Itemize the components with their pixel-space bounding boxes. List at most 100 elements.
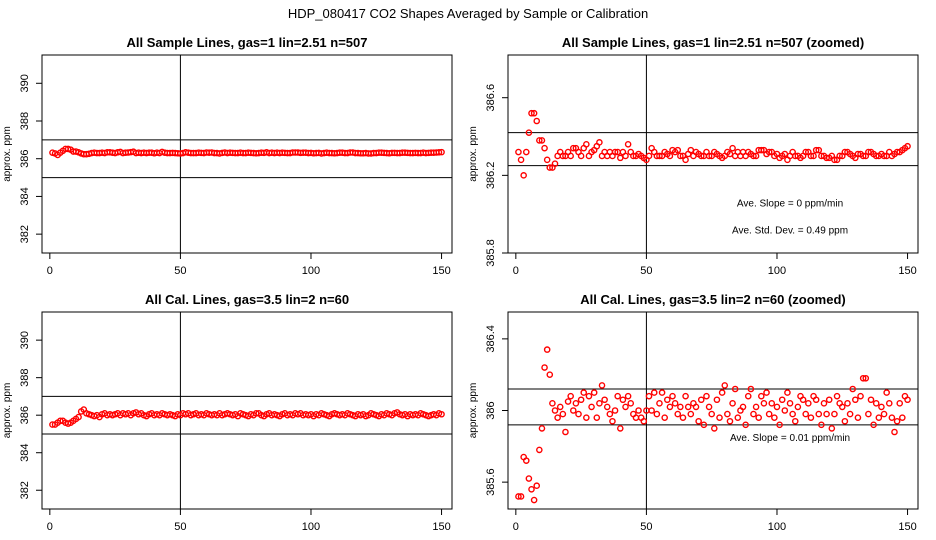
panel-4-point	[768, 400, 776, 407]
panel-4-point	[744, 392, 752, 400]
panel-4-point	[700, 421, 708, 429]
panel-4-point	[904, 396, 911, 404]
panel-4-point	[820, 400, 828, 407]
panel-4-point	[622, 403, 629, 411]
panel-4-point	[515, 493, 522, 500]
panel-4-point	[883, 389, 890, 396]
panel-2-xtick-label: 100	[768, 265, 786, 277]
panel-4-point	[609, 417, 616, 425]
panel-4-point	[885, 400, 893, 407]
panel-4-point	[575, 410, 582, 418]
panel-2-point	[697, 152, 705, 160]
panel-4-point	[742, 421, 749, 429]
panel-3-ytick-label: 386	[19, 406, 31, 424]
panel-4-point	[603, 403, 611, 411]
panel-4-point	[891, 428, 898, 436]
panel-2-point	[515, 148, 522, 156]
panel-4-point	[739, 403, 747, 411]
panel-4-point	[695, 417, 702, 425]
panel-3-xtick-label: 150	[432, 521, 450, 533]
panel-4-point	[703, 392, 710, 400]
panel-3-ytick-label: 384	[19, 444, 31, 462]
panel-4-point	[870, 421, 877, 429]
panel-4-point	[562, 428, 569, 436]
panel-2-point	[611, 148, 619, 156]
panel-2-point	[705, 152, 713, 160]
panel-4-point	[841, 417, 849, 425]
panel-4-point	[692, 403, 700, 411]
panel-4-point	[567, 392, 574, 400]
panel-4-point	[755, 414, 763, 421]
panel-4-xtick-label: 0	[513, 521, 519, 533]
panel-4-point	[697, 396, 705, 404]
panel-2-annotation: Ave. Std. Dev. = 0.49 ppm	[732, 226, 848, 237]
panel-4-point	[530, 496, 538, 504]
panel-3-ytick-label: 390	[19, 331, 31, 349]
panel-2: All Sample Lines, gas=1 lin=2.51 n=507 (…	[468, 35, 919, 277]
panel-4: All Cal. Lines, gas=3.5 lin=2 n=60 (zoom…	[468, 292, 919, 533]
panel-4-point	[844, 400, 851, 407]
panel-1-xtick-label: 0	[47, 265, 53, 277]
panel-2-point	[750, 152, 757, 160]
panel-2-point	[616, 154, 624, 162]
panel-4-point	[682, 392, 689, 400]
panel-2-point	[536, 137, 543, 144]
panel-4-point	[656, 400, 663, 407]
panel-4-point	[760, 400, 768, 407]
panel-4-point	[838, 403, 846, 411]
panel-4-ylabel: approx. ppm	[468, 383, 479, 439]
panel-2-point	[569, 144, 577, 152]
panel-4-point	[854, 414, 862, 421]
panel-4-point	[590, 389, 598, 396]
panel-4-point	[533, 482, 541, 490]
panel-4-point	[784, 389, 791, 396]
panel-4-point	[758, 392, 765, 400]
page-title: HDP_080417 CO2 Shapes Averaged by Sample…	[287, 6, 649, 21]
panel-2-point	[880, 152, 888, 160]
panel-2-ylabel: approx. ppm	[468, 126, 479, 182]
panel-4-point	[674, 410, 682, 418]
panel-4-point	[624, 392, 632, 400]
panel-2-point	[517, 156, 525, 164]
panel-4-point	[708, 410, 715, 418]
panel-4-point	[786, 400, 794, 407]
panel-2-point	[551, 160, 559, 168]
panel-2-point	[645, 152, 653, 160]
panel-1-frame	[41, 54, 453, 254]
panel-4-point	[765, 410, 773, 418]
panel-4-point	[711, 425, 718, 432]
panel-1-ylabel: approx. ppm	[2, 126, 13, 182]
panel-1-title: All Sample Lines, gas=1 lin=2.51 n=507	[127, 35, 368, 50]
panel-4-ytick-label: 385.6	[485, 468, 497, 496]
panel-4-point	[825, 396, 833, 404]
panel-2-annotation: Ave. Slope = 0 ppm/min	[737, 198, 843, 209]
panel-2-point	[577, 152, 585, 160]
panel-4-point	[872, 400, 880, 407]
panel-3: All Cal. Lines, gas=3.5 lin=2 n=60 approx…	[2, 292, 453, 533]
panel-4-point	[778, 396, 786, 404]
panel-1-xtick-label: 150	[432, 265, 450, 277]
panel-4-point	[522, 457, 530, 464]
panel-4-point	[546, 371, 554, 378]
panel-3-title: All Cal. Lines, gas=3.5 lin=2 n=60	[145, 292, 349, 307]
panel-2-point	[583, 140, 590, 148]
panel-2-point	[802, 148, 810, 156]
panel-4-point	[684, 403, 692, 411]
panel-4-point	[588, 403, 595, 411]
panel-3-xtick-label: 0	[47, 521, 53, 533]
panel-4-point	[648, 407, 655, 414]
panel-4-point	[554, 414, 561, 421]
panel-4-point	[556, 403, 564, 411]
panel-4-point	[580, 389, 588, 396]
panel-4-point	[551, 407, 559, 414]
panel-4-point	[687, 410, 695, 418]
panel-4-point	[564, 398, 572, 405]
panel-4-ytick-label: 386	[485, 401, 497, 419]
panel-4-point	[852, 396, 859, 404]
panel-3-ytick-label: 382	[19, 481, 31, 499]
panel-2-point	[765, 148, 773, 156]
panel-4-point	[559, 410, 567, 418]
panel-1-ytick-label: 382	[19, 225, 31, 243]
panel-4-point	[726, 417, 734, 425]
panel-4-point	[666, 403, 674, 411]
